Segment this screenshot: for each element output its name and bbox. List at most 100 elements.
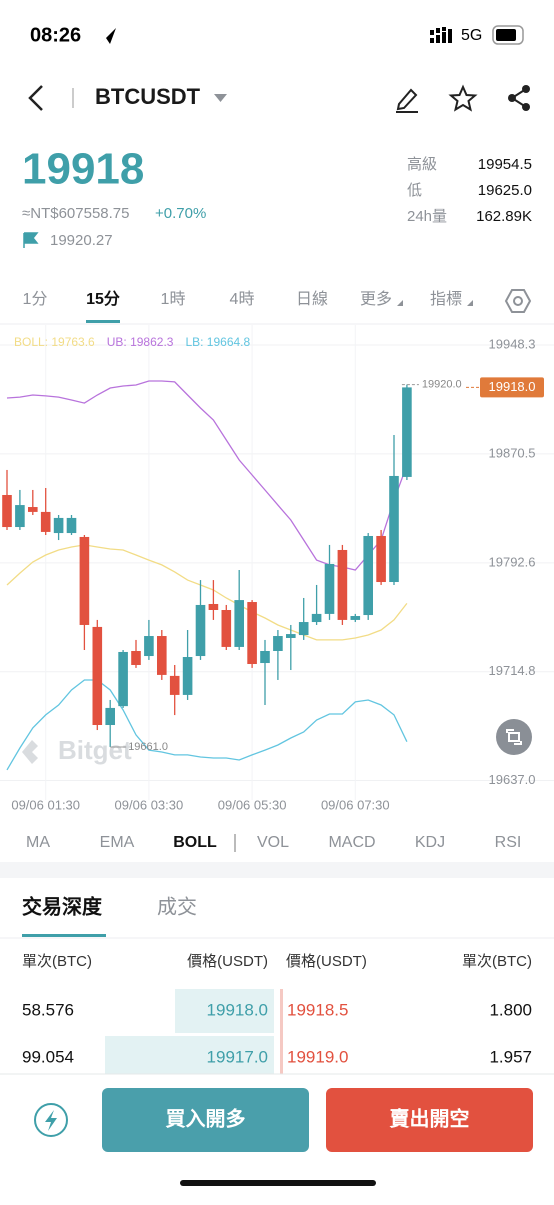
stat-value: 162.89K (476, 208, 532, 225)
candle-body (169, 675, 180, 695)
candle-body (402, 387, 412, 477)
candle-body (2, 494, 12, 528)
last-price-box (480, 377, 544, 398)
y-tick-label: 19870.5 (489, 445, 536, 460)
stat-value: 19625.0 (478, 182, 532, 199)
candle-body (311, 613, 322, 623)
candle-body (286, 634, 296, 638)
ask-size: 1.800 (489, 1000, 532, 1019)
stat-label: 24h量 (407, 208, 447, 225)
sell-label: 賣出開空 (390, 1106, 470, 1130)
candle-body (105, 707, 115, 726)
candle-body (157, 636, 167, 675)
y-tick-label: 19637.0 (489, 772, 536, 787)
annotation-label: 19661.0 (128, 741, 168, 753)
candle-body (53, 517, 64, 534)
signal-icon (430, 27, 452, 43)
y-tick-label: 19792.6 (489, 554, 536, 569)
active-underline (22, 934, 106, 937)
depth-bar (175, 989, 274, 1033)
indicator-tab[interactable]: BOLL (173, 834, 217, 851)
interval-tab[interactable]: 更多 (360, 290, 392, 308)
interval-tab[interactable]: 日線 (296, 290, 328, 308)
indicator-line (6, 679, 408, 771)
x-tick-label: 09/06 03:30 (115, 797, 184, 812)
interval-tab[interactable]: 1分 (23, 290, 48, 308)
candle-body (28, 507, 38, 512)
interval-tab[interactable]: 15分 (86, 290, 120, 308)
legend-entry: LB: 19664.8 (185, 335, 250, 349)
orderbook-tab[interactable]: 成交 (157, 895, 197, 918)
candle-body (15, 505, 25, 528)
sell-button[interactable] (326, 1088, 533, 1152)
bid-size: 99.054 (22, 1047, 74, 1066)
buy-label: 買入開多 (166, 1106, 246, 1130)
section-gap (0, 862, 554, 878)
candle-body (260, 650, 270, 664)
indicator-line (6, 544, 408, 641)
indicator-tab[interactable]: KDJ (415, 834, 445, 851)
legend-entry: BOLL: 19763.6 (14, 335, 95, 349)
symbol-caret[interactable] (214, 94, 227, 102)
candle-body (298, 622, 309, 636)
status-time: 08:26 (30, 24, 81, 46)
candle-body (118, 651, 128, 707)
indicator-line (6, 380, 408, 571)
column-header: 價格(USDT) (187, 953, 268, 970)
fit-button[interactable] (496, 719, 532, 755)
share-icon[interactable] (508, 85, 530, 111)
indicator-tab[interactable]: MACD (328, 834, 375, 851)
depth-bar (280, 989, 283, 1080)
candle-body (324, 563, 335, 614)
dropdown-caret (467, 300, 473, 306)
favorite-icon[interactable] (448, 84, 478, 112)
fiat-price: ≈NT$607558.75 (22, 205, 129, 222)
symbol[interactable]: BTCUSDT (95, 84, 201, 109)
candle-body (273, 636, 283, 651)
chart-settings[interactable] (504, 289, 532, 313)
indicator-tab[interactable]: VOL (257, 834, 289, 851)
x-tick-label: 09/06 05:30 (218, 797, 287, 812)
mark-price: 19920.27 (50, 232, 113, 249)
watermark-logo (22, 740, 38, 764)
x-tick-label: 09/06 01:30 (11, 797, 80, 812)
legend-entry: UB: 19862.3 (107, 335, 174, 349)
candle-body (40, 511, 51, 532)
candle-body (376, 535, 386, 583)
quick-trade[interactable] (34, 1103, 68, 1137)
interval-tab[interactable]: 指標 (430, 290, 462, 308)
candle-body (221, 610, 232, 647)
battery (492, 25, 524, 45)
location-icon (100, 28, 116, 44)
bid-price: 19917.0 (207, 1047, 268, 1066)
candle-body (363, 535, 373, 616)
candle-body (79, 536, 90, 625)
candle-body (131, 650, 141, 665)
indicator-tab[interactable]: EMA (100, 834, 135, 851)
depth-bar (105, 1036, 274, 1080)
indicator-tab[interactable]: RSI (495, 834, 522, 851)
column-header: 價格(USDT) (286, 953, 367, 970)
candle-body (389, 475, 399, 583)
chart: Bitget 19948.3 19870.5 19792.6 19714.8 19637… (0, 325, 554, 812)
dropdown-caret (397, 300, 403, 306)
indicator-tab[interactable]: MA (26, 834, 50, 851)
candle-body (66, 517, 77, 534)
ask-price: 19918.5 (287, 1000, 348, 1019)
stat-value: 19954.5 (478, 156, 532, 173)
edit-icon[interactable] (396, 88, 418, 113)
candle-body (195, 604, 206, 657)
annotation-label: 19920.0 (422, 379, 462, 391)
buy-button[interactable] (102, 1088, 309, 1152)
back-button[interactable] (28, 85, 43, 111)
interval-tab[interactable]: 1時 (161, 290, 186, 308)
last-price: 19918 (22, 145, 144, 194)
home-indicator (180, 1180, 376, 1186)
ask-price: 19919.0 (287, 1047, 348, 1066)
orderbook-tab[interactable]: 交易深度 (22, 894, 103, 918)
column-header: 單次(BTC) (22, 953, 92, 970)
active-underline (86, 320, 120, 323)
interval-tab[interactable]: 4時 (230, 290, 255, 308)
